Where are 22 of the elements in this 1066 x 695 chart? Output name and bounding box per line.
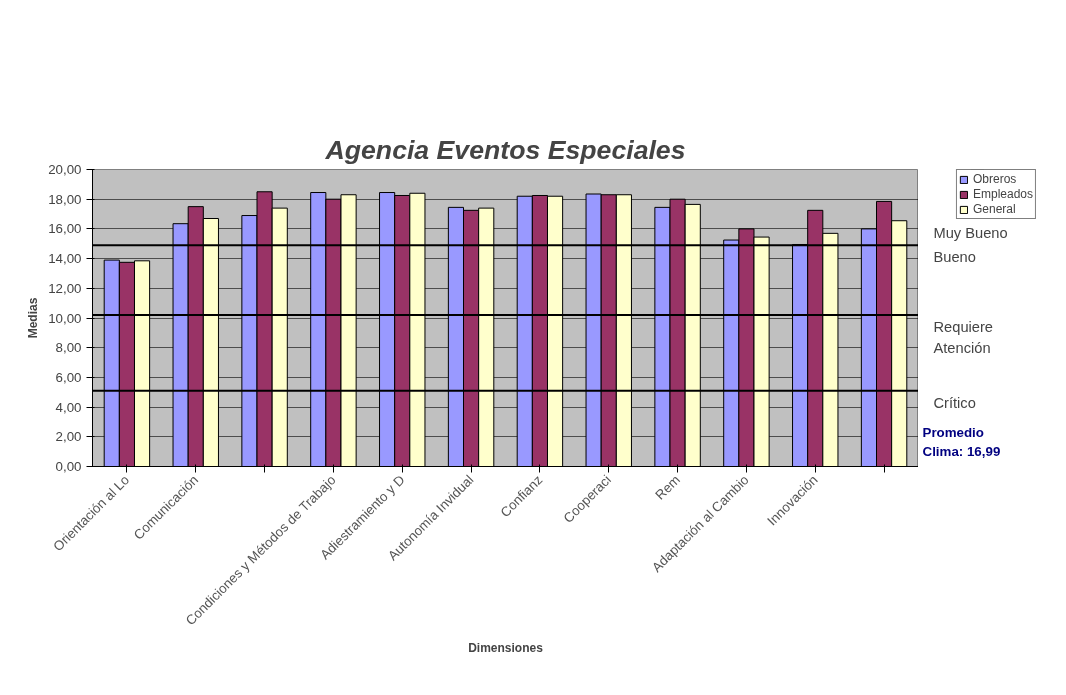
y-tick-label: 4,00 [55, 399, 82, 415]
text: Requiere Atención [933, 319, 993, 356]
y-tick-label: 14,00 [48, 251, 82, 267]
x-axis-title: Dimensiones [468, 641, 544, 656]
y-tick-label: 10,00 [48, 310, 82, 326]
y-tick-label: 16,00 [48, 221, 82, 237]
y-tick-label: 0,00 [55, 459, 82, 474]
legend-label: General [972, 202, 1016, 216]
chart-title: Agencia Eventos Especiales [324, 134, 686, 165]
text: Promedio Clima: 16,99 [922, 424, 1001, 459]
y-tick-label: 20,00 [48, 162, 82, 177]
text: Crítico [933, 394, 976, 411]
y-axis-title: Medias [26, 297, 41, 339]
text: Muy Bueno [933, 225, 1008, 242]
legend-label: Obreros [972, 172, 1017, 186]
y-tick-label: 2,00 [55, 429, 82, 445]
y-tick-label: 12,00 [48, 280, 82, 296]
y-tick-label: 18,00 [48, 191, 82, 207]
y-tick-label: 8,00 [55, 340, 82, 356]
text: Bueno [933, 249, 976, 266]
y-tick-label: 6,00 [55, 369, 82, 385]
legend-label: Empleados [972, 187, 1033, 201]
